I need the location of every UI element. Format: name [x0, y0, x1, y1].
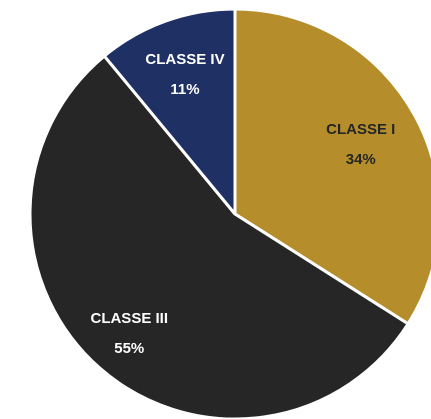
slice-value-label: 55%: [114, 340, 144, 357]
slice-label: CLASSE I: [326, 121, 395, 138]
pie-slice: [233, 7, 431, 326]
pie-slice: [102, 7, 237, 216]
pie-slice: [28, 54, 410, 419]
slice-label: CLASSE IV: [145, 51, 224, 68]
slice-value-label: 11%: [170, 81, 199, 98]
slice-label: CLASSE III: [90, 310, 168, 327]
slice-value-label: 34%: [346, 151, 376, 168]
